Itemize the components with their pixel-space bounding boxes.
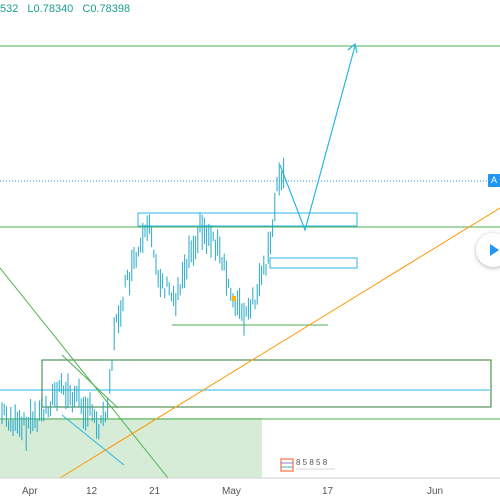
ohlc-low: L0.78340 bbox=[27, 3, 74, 15]
projection-path[interactable] bbox=[279, 45, 356, 232]
range-fill-zone bbox=[0, 418, 262, 478]
downtrend-line[interactable] bbox=[0, 267, 169, 479]
candlestick-series bbox=[1, 157, 285, 451]
time-label-may: May bbox=[222, 486, 241, 497]
uptrend-line[interactable] bbox=[59, 207, 500, 479]
watermark-logo: 8 5 8 5 8 bbox=[280, 458, 335, 472]
wedge-lower-line[interactable] bbox=[61, 414, 125, 466]
retest-zone-box[interactable] bbox=[269, 257, 358, 269]
play-icon[interactable] bbox=[476, 233, 500, 267]
ohlc-close: C0.78398 bbox=[82, 3, 131, 15]
time-label-21: 21 bbox=[149, 486, 161, 497]
ohlc-readout: 532 L0.78340 C0.78398 bbox=[0, 3, 136, 15]
time-label-12: 12 bbox=[86, 486, 98, 497]
projection-arrowhead bbox=[347, 42, 358, 54]
event-marker bbox=[232, 296, 236, 301]
time-label-17: 17 bbox=[322, 486, 334, 497]
watermark-text: 8 5 8 5 8 bbox=[296, 458, 328, 467]
current-price-tag: A bbox=[488, 174, 500, 187]
time-label-jun: Jun bbox=[427, 486, 443, 497]
time-label-apr: Apr bbox=[22, 486, 38, 497]
wedge-upper-line[interactable] bbox=[61, 354, 119, 409]
demand-zone-box[interactable] bbox=[41, 359, 492, 408]
resistance-zone-box[interactable] bbox=[137, 212, 358, 227]
ohlc-high: 532 bbox=[0, 3, 19, 15]
